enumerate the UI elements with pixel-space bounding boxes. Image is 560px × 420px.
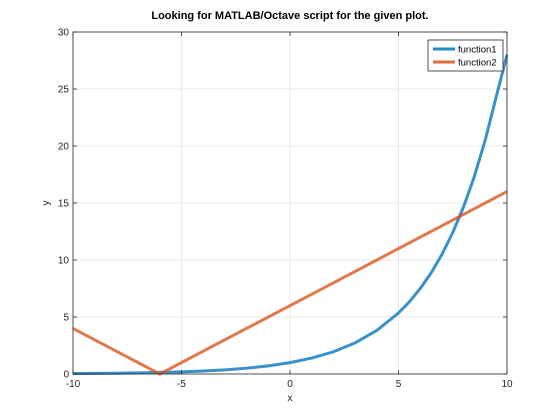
x-tick-label: 10 xyxy=(501,379,513,390)
y-tick-label: 25 xyxy=(58,85,70,96)
chart-title: Looking for MATLAB/Octave script for the… xyxy=(151,10,428,22)
legend: function1 function2 xyxy=(427,39,504,72)
legend-label: function1 xyxy=(458,45,497,56)
grid xyxy=(72,31,508,375)
y-tick-label: 5 xyxy=(63,313,69,324)
y-tick-label: 30 xyxy=(58,28,70,39)
y-tick-label: 15 xyxy=(58,199,70,210)
x-tick-label: 5 xyxy=(396,379,402,390)
x-tick-label: -10 xyxy=(66,379,81,390)
y-axis-label: y xyxy=(40,200,52,206)
axis-ticks: -10 -5 0 5 10 0 5 10 15 20 25 30 xyxy=(58,28,513,391)
x-tick-label: 0 xyxy=(287,379,293,390)
x-axis-label: x xyxy=(287,392,293,404)
y-tick-label: 10 xyxy=(58,256,70,267)
legend-label: function2 xyxy=(458,58,497,69)
y-tick-label: 20 xyxy=(58,142,70,153)
x-tick-label: -5 xyxy=(177,379,186,390)
y-tick-label: 0 xyxy=(63,370,69,381)
legend-box xyxy=(427,39,504,72)
